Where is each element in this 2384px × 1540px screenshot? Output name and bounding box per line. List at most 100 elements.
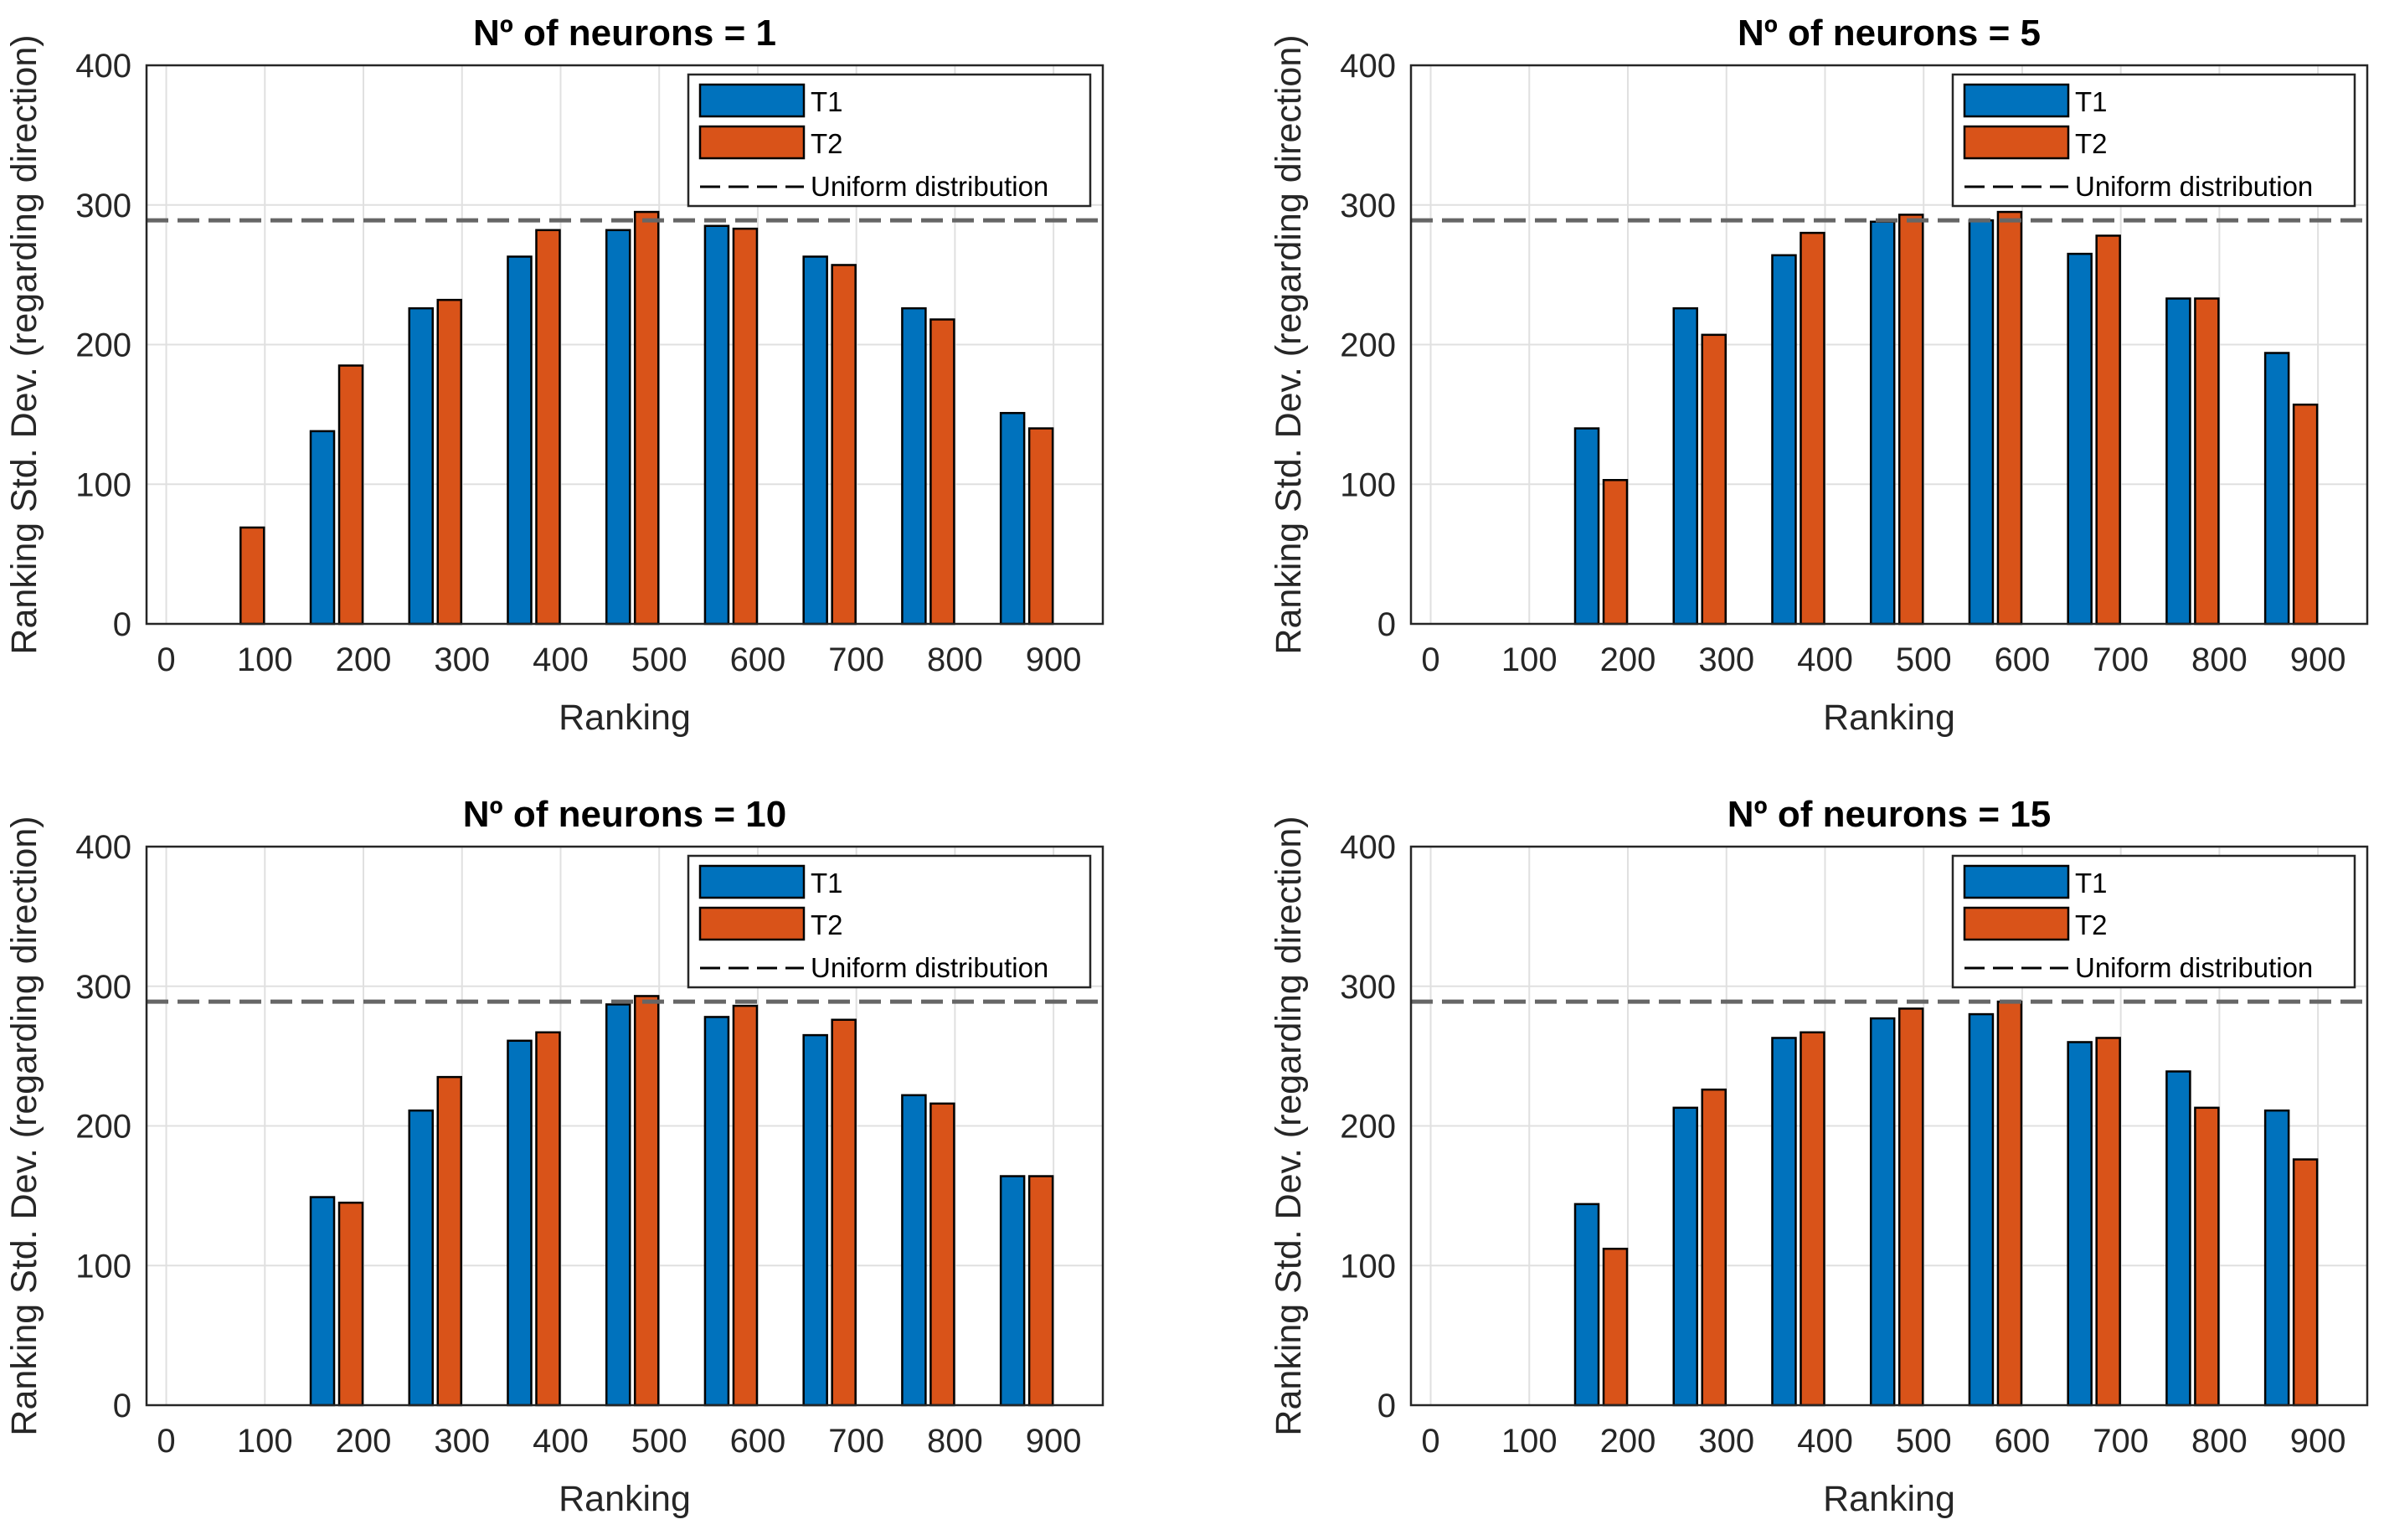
bar-t1 [507, 1039, 533, 1407]
bar-t1 [605, 1003, 631, 1407]
legend-label: T1 [2075, 868, 2108, 899]
bar-t1 [309, 1196, 336, 1407]
x-tick-label: 600 [1995, 1423, 2051, 1460]
bar-t2 [1800, 231, 1825, 626]
bar-t1 [2165, 1070, 2191, 1407]
bar-t1 [703, 1016, 730, 1407]
x-tick-label: 0 [157, 641, 175, 678]
x-tick-label: 300 [434, 641, 490, 678]
x-tick-label: 200 [336, 641, 392, 678]
legend-label: Uniform distribution [811, 952, 1048, 983]
legend-swatch-t2 [1963, 125, 2070, 160]
bar-t2 [436, 298, 462, 626]
y-tick-label: 300 [75, 969, 131, 1006]
x-tick-label: 400 [1797, 641, 1853, 678]
x-tick-label: 100 [1501, 641, 1558, 678]
bar-t1 [2067, 252, 2093, 626]
bar-t1 [1869, 220, 1896, 626]
y-axis-label: Ranking Std. Dev. (regarding direction) [4, 34, 44, 654]
legend: T1 T2 Uniform distribution [687, 854, 1092, 989]
legend-label: T2 [2075, 128, 2108, 159]
bar-t1 [309, 430, 336, 626]
bar-t2 [337, 1201, 364, 1407]
y-tick-label: 200 [1340, 1109, 1396, 1146]
y-tick-label: 0 [1377, 606, 1396, 643]
bar-t2 [2292, 403, 2319, 626]
bar-t1 [1968, 219, 1995, 626]
bar-t2 [1701, 333, 1727, 626]
legend-swatch-t2 [698, 125, 806, 160]
y-tick-label: 400 [75, 829, 131, 866]
y-tick-label: 100 [75, 1248, 131, 1285]
x-tick-label: 400 [533, 1423, 589, 1460]
y-tick-label: 100 [1340, 466, 1396, 503]
bar-t1 [703, 224, 730, 626]
bar-t2 [1027, 427, 1054, 626]
bar-t2 [1602, 478, 1629, 626]
bar-t2 [1996, 210, 2023, 626]
bar-t1 [901, 1094, 927, 1407]
bar-t2 [1897, 214, 1924, 626]
x-tick-label: 100 [237, 641, 293, 678]
y-tick-label: 0 [113, 1388, 131, 1424]
y-tick-label: 300 [75, 188, 131, 224]
chart-title: Nº of neurons = 15 [1727, 794, 2051, 835]
bar-t1 [2067, 1041, 2093, 1407]
x-tick-label: 300 [1698, 641, 1754, 678]
chart-panel-2: 0 100 200 300 400 500 600 700 800 900 0 100 200 300 40… [1269, 13, 2369, 738]
x-tick-label: 0 [1421, 641, 1439, 678]
bar-t2 [1996, 1000, 2023, 1407]
x-tick-label: 200 [1600, 641, 1656, 678]
bar-t1 [1968, 1012, 1995, 1407]
x-tick-label: 900 [1026, 1423, 1082, 1460]
bar-t1 [802, 1033, 828, 1407]
x-tick-label: 600 [730, 1423, 786, 1460]
legend-swatch-t2 [698, 906, 806, 941]
y-tick-label: 200 [75, 327, 131, 364]
bar-t2 [1897, 1007, 1924, 1407]
y-tick-label: 100 [75, 466, 131, 503]
x-tick-label: 400 [1797, 1423, 1853, 1460]
x-tick-label: 500 [631, 641, 687, 678]
legend-swatch-t2 [1963, 906, 2070, 941]
bar-t2 [2095, 1037, 2121, 1407]
bar-t1 [1573, 1203, 1600, 1407]
bar-t2 [732, 1004, 759, 1407]
bar-t1 [1771, 1037, 1797, 1407]
x-axis-label: Ranking [559, 1479, 691, 1519]
x-axis-label: Ranking [1823, 1479, 1955, 1519]
legend: T1 T2 Uniform distribution [1951, 854, 2356, 989]
bar-t2 [831, 1018, 857, 1407]
x-tick-label: 300 [434, 1423, 490, 1460]
legend-label: T2 [811, 909, 843, 940]
bar-t1 [408, 1109, 434, 1407]
legend: T1 T2 Uniform distribution [687, 73, 1092, 208]
bar-t2 [239, 526, 265, 626]
bar-t1 [901, 306, 927, 626]
bar-t2 [2292, 1158, 2319, 1407]
bar-t2 [633, 995, 660, 1407]
legend-label: Uniform distribution [2075, 171, 2313, 202]
legend-label: T1 [811, 868, 843, 899]
bar-t2 [2194, 1106, 2220, 1407]
bar-t1 [1573, 427, 1600, 626]
bar-t2 [2194, 297, 2220, 626]
legend-label: Uniform distribution [2075, 952, 2313, 983]
y-tick-label: 400 [1340, 829, 1396, 866]
legend-label: T1 [811, 86, 843, 117]
bar-t1 [2263, 352, 2290, 626]
x-tick-label: 500 [1896, 1423, 1952, 1460]
x-tick-label: 700 [2093, 1423, 2149, 1460]
chart-title: Nº of neurons = 10 [463, 794, 786, 835]
plot-frame [145, 64, 1104, 626]
bar-t2 [929, 318, 955, 626]
x-tick-label: 500 [1896, 641, 1952, 678]
x-tick-label: 900 [2290, 1423, 2346, 1460]
bar-t2 [929, 1102, 955, 1407]
bar-t2 [535, 1031, 561, 1407]
y-axis-label: Ranking Std. Dev. (regarding direction) [4, 816, 44, 1435]
bar-t2 [436, 1075, 462, 1407]
legend-label: T2 [811, 128, 843, 159]
y-tick-label: 400 [75, 48, 131, 85]
bar-t2 [633, 210, 660, 626]
